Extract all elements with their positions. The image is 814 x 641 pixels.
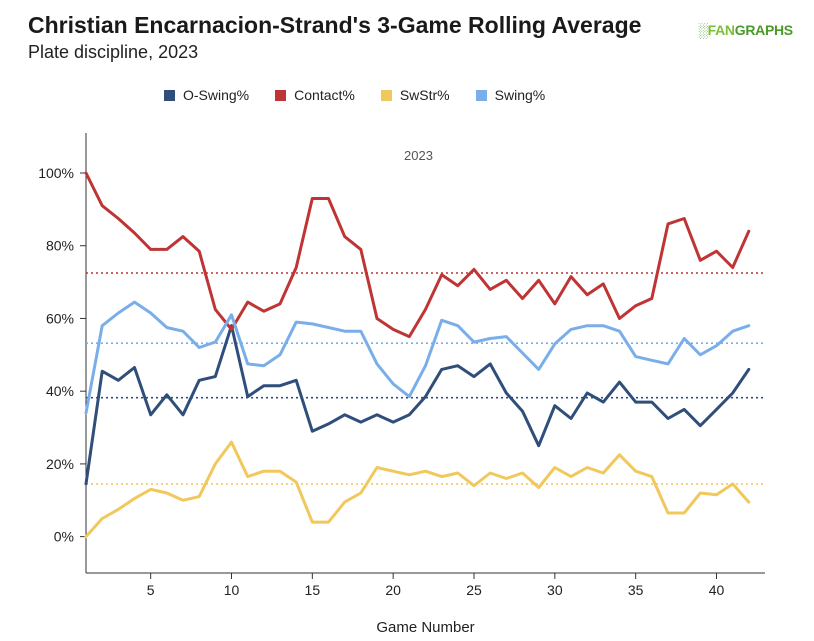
legend-label: O-Swing% bbox=[183, 87, 250, 103]
y-tick-label: 80% bbox=[46, 238, 74, 254]
legend-swatch bbox=[164, 89, 175, 101]
logo-text-fan: FAN bbox=[707, 22, 735, 38]
series-line-o-swing- bbox=[84, 324, 751, 486]
y-tick-label: 40% bbox=[46, 383, 74, 399]
x-tick-label: 15 bbox=[305, 582, 321, 598]
chart-legend: O-Swing% Contact% SwStr% Swing% bbox=[164, 87, 545, 103]
series-line-swing- bbox=[84, 300, 751, 415]
legend-label: Swing% bbox=[494, 87, 546, 103]
x-tick-label: 5 bbox=[147, 582, 155, 598]
x-tick-label: 35 bbox=[628, 582, 644, 598]
legend-swatch bbox=[380, 89, 392, 101]
legend-label: Contact% bbox=[294, 87, 355, 103]
fangraphs-logo-icon: ░ bbox=[698, 22, 708, 38]
season-annotation: 2023 bbox=[404, 148, 433, 163]
legend-item: O-Swing% bbox=[164, 87, 249, 103]
x-tick-label: 25 bbox=[466, 582, 482, 598]
y-tick-label: 20% bbox=[46, 456, 74, 472]
x-axis-label: Game Number bbox=[376, 619, 474, 636]
fangraphs-logo: ░FANGRAPHS bbox=[698, 22, 793, 38]
legend-swatch bbox=[275, 89, 287, 101]
legend-item: SwStr% bbox=[380, 87, 450, 103]
x-tick-label: 10 bbox=[224, 582, 240, 598]
y-tick-label: 0% bbox=[54, 529, 74, 545]
y-tick-label: 100% bbox=[38, 165, 74, 181]
legend-item: Contact% bbox=[275, 87, 355, 103]
chart-title: Christian Encarnacion-Strand's 3-Game Ro… bbox=[28, 12, 642, 38]
legend-item: Swing% bbox=[475, 87, 546, 103]
x-tick-label: 20 bbox=[385, 582, 401, 598]
logo-text-graphs: GRAPHS bbox=[734, 22, 793, 38]
series-line-contact- bbox=[84, 171, 751, 339]
x-tick-label: 30 bbox=[547, 582, 563, 598]
y-tick-label: 60% bbox=[46, 310, 74, 326]
legend-label: SwStr% bbox=[399, 87, 450, 103]
chart-subtitle: Plate discipline, 2023 bbox=[28, 42, 199, 62]
legend-swatch bbox=[475, 89, 487, 101]
series-line-swstr- bbox=[84, 440, 751, 539]
x-tick-label: 40 bbox=[709, 582, 725, 598]
